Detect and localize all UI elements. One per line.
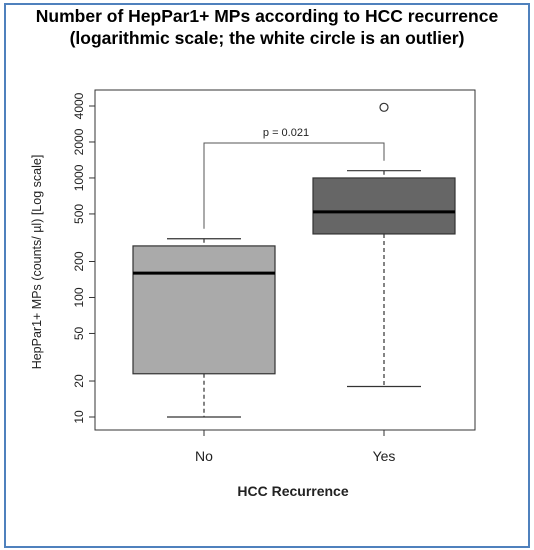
y-tick-label: 4000 [72, 92, 86, 119]
plot-area [94, 89, 476, 431]
significance-annotation: p = 0.021 [203, 127, 385, 229]
y-tick-label: 500 [72, 204, 86, 224]
y-tick-label: 50 [72, 326, 86, 340]
y-tick-label: 2000 [72, 128, 86, 155]
y-tick-label: 10 [72, 410, 86, 424]
chart-subtitle: (logarithmic scale; the white circle is … [69, 28, 465, 48]
y-tick-label: 100 [72, 287, 86, 307]
iqr-box [312, 177, 456, 235]
x-tick-label: No [195, 448, 213, 464]
iqr-box [132, 245, 276, 375]
y-tick-label: 1000 [72, 164, 86, 191]
chart-title: Number of HepPar1+ MPs according to HCC … [35, 6, 499, 26]
boxes [132, 102, 456, 418]
x-axis-label: HCC Recurrence [237, 483, 348, 499]
y-axis-label: HepPar1+ MPs (counts/ µl) [Log scale] [30, 155, 44, 370]
x-axis: No Yes [195, 430, 395, 464]
box-no [132, 238, 276, 418]
x-tick-label: Yes [373, 448, 396, 464]
p-value-label: p = 0.021 [263, 127, 309, 139]
y-tick-label: 200 [72, 251, 86, 271]
chart-title-block: Number of HepPar1+ MPs according to HCC … [0, 5, 534, 49]
annotation-bracket [203, 142, 385, 229]
y-axis: 10 20 50 100 200 500 1000 2000 4000 [72, 92, 95, 424]
box-yes [312, 102, 456, 388]
outlier-point [379, 102, 389, 112]
y-tick-label: 20 [72, 374, 86, 388]
